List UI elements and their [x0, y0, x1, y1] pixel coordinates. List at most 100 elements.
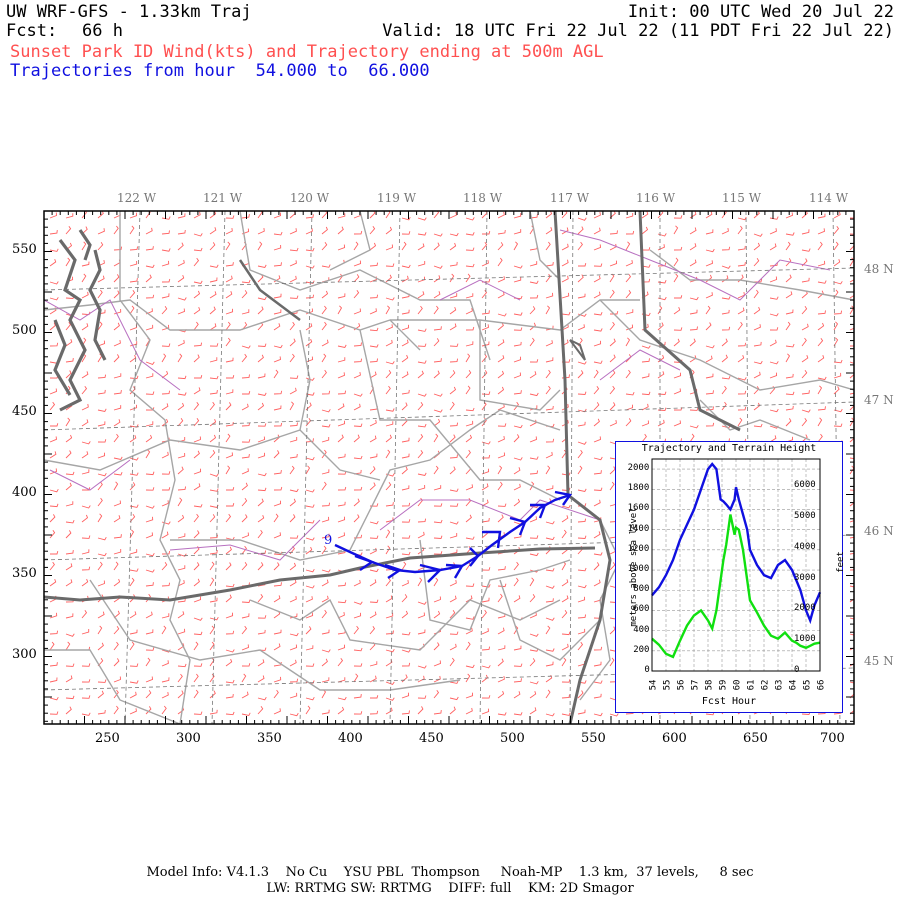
wind-barb [369, 599, 379, 603]
wind-barb [129, 246, 139, 251]
wind-barb [273, 244, 282, 251]
wind-barb [337, 644, 346, 651]
wind-barb [113, 641, 119, 651]
wind-barb [113, 578, 121, 587]
wind-barb [689, 425, 699, 429]
wind-barb [769, 361, 779, 365]
wind-barb [625, 260, 633, 267]
wind-barb [449, 610, 456, 619]
wind-barb [273, 629, 282, 635]
wind-barb [257, 562, 264, 571]
wind-barb [273, 369, 279, 379]
wind-barb [241, 497, 248, 507]
wind-barb [321, 241, 328, 251]
wind-barb [593, 312, 603, 316]
wind-barb [465, 273, 471, 283]
wind-barb [337, 599, 347, 604]
wind-barb [289, 632, 299, 637]
wind-barb [721, 211, 727, 219]
wind-barb [433, 710, 442, 715]
wind-barb [257, 264, 267, 269]
wind-barb [385, 434, 392, 443]
wind-barb [145, 552, 155, 557]
wind-barb [193, 211, 201, 219]
wind-barb [97, 497, 103, 507]
wind-barb [497, 386, 505, 395]
wind-barb [369, 435, 377, 443]
wind-barb [257, 515, 265, 523]
wind-barb [561, 311, 571, 316]
wind-barb [785, 373, 794, 379]
wind-barb [193, 280, 203, 285]
wind-barb [385, 305, 391, 315]
wind-barb [497, 481, 503, 491]
wind-barb [177, 673, 183, 683]
wind-barb [497, 593, 503, 603]
wind-barb [465, 385, 471, 395]
wind-barb [769, 216, 779, 220]
wind-barb [49, 711, 59, 715]
wind-barb [785, 353, 791, 363]
wind-barb [433, 418, 441, 427]
wind-barb [753, 242, 761, 251]
wind-barb [433, 551, 443, 555]
wind-barb [529, 322, 536, 331]
wind-barb [337, 486, 347, 491]
wind-barb [593, 456, 603, 461]
wind-barb [609, 273, 615, 283]
inset-x-tick: 60 [732, 679, 743, 691]
wind-barb [369, 308, 377, 315]
wind-barb [801, 409, 811, 413]
wind-barb [226, 502, 235, 507]
wind-barb [577, 614, 587, 619]
wind-barb [97, 228, 105, 235]
wind-barb [337, 357, 346, 363]
wind-barb [49, 641, 55, 651]
wind-barb [417, 577, 423, 587]
wind-barb [497, 566, 506, 571]
wind-barb [209, 434, 217, 443]
inset-left-tick: 1600 [627, 503, 650, 514]
wind-barb [97, 408, 107, 413]
wind-barb [241, 562, 248, 571]
wind-barb [785, 212, 793, 219]
wind-barb [385, 211, 391, 219]
wind-barb [65, 663, 75, 667]
wind-barb [545, 340, 553, 347]
wind-barb [385, 630, 394, 635]
wind-barb [449, 293, 458, 299]
wind-barb [273, 582, 282, 587]
wind-barb [225, 321, 231, 331]
wind-barb [273, 532, 281, 539]
wind-barb [81, 695, 91, 699]
model-info-line1: Model Info: V4.1.3 No Cu YSU PBL Thompso… [146, 865, 754, 880]
wind-barb [465, 263, 475, 268]
wind-barb [545, 465, 551, 475]
wind-barb [49, 503, 59, 508]
wind-barb [209, 709, 218, 715]
wind-barb [545, 585, 555, 589]
inset-x-tick: 57 [690, 679, 701, 691]
wind-barb [369, 358, 379, 363]
wind-barb [513, 712, 523, 716]
wind-barb [353, 393, 363, 397]
wind-barb [177, 628, 186, 635]
wind-barb [177, 466, 184, 475]
wind-barb [465, 247, 475, 251]
wind-barb [145, 629, 154, 635]
wind-barb [577, 217, 587, 221]
wind-barb [209, 488, 219, 492]
wind-barb [641, 358, 650, 363]
wind-barb [465, 664, 475, 669]
wind-barb [593, 499, 601, 507]
wind-barb [129, 504, 139, 508]
wind-barb [97, 242, 104, 251]
wind-barb [449, 657, 455, 667]
wind-barb [401, 264, 411, 269]
wind-barb [145, 361, 155, 365]
wind-barb [449, 503, 459, 507]
wind-barb [577, 441, 587, 445]
wind-barb [529, 552, 539, 557]
wind-barb [497, 436, 505, 443]
wind-barb [321, 339, 329, 347]
